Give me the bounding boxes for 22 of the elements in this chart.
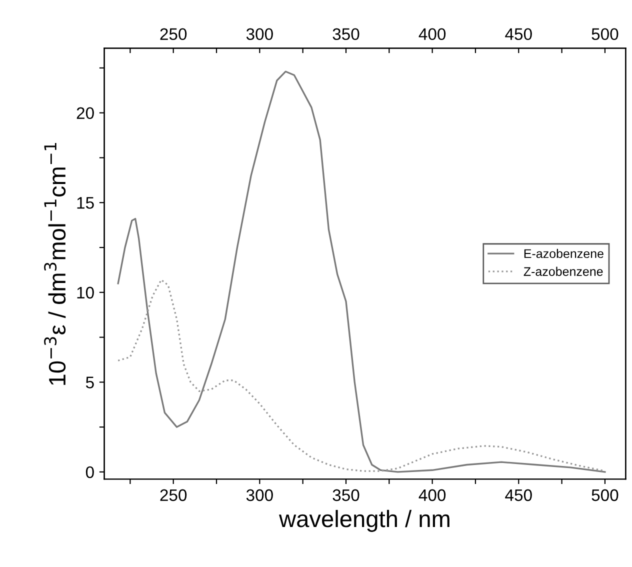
x2-tick-label: 450 (505, 489, 532, 502)
x-tick-label: 500 (592, 28, 618, 40)
legend-label: Z-azobenzene (524, 266, 603, 276)
y-tick-label: 0 (86, 466, 94, 478)
x-axis-title: wavelength / nm (278, 510, 450, 532)
x-tick-label: 450 (505, 28, 532, 40)
y-tick-label: 10 (77, 286, 94, 299)
x2-tick-label: 300 (246, 489, 273, 502)
line-series (117, 70, 606, 473)
x-tick-label: 300 (246, 28, 273, 40)
legend-label: E-azobenzene (524, 248, 604, 258)
x2-tick-label: 350 (332, 489, 360, 502)
x2-tick-label: 250 (160, 489, 187, 502)
y-tick-label: 5 (86, 376, 94, 388)
y-tick-label: 15 (77, 197, 94, 209)
y-axis-title: 10$^{−3}$ε / dm$^{3}$mol$^{−1}$cm$^{−1}$ (44, 142, 66, 385)
x-tick-label: 250 (160, 28, 187, 40)
x2-tick-label: 500 (592, 489, 618, 502)
x2-tick-label: 400 (418, 489, 446, 502)
y-tick-label: 20 (76, 107, 94, 120)
x-tick-label: 400 (418, 28, 446, 40)
x-tick-label: 350 (332, 28, 360, 40)
